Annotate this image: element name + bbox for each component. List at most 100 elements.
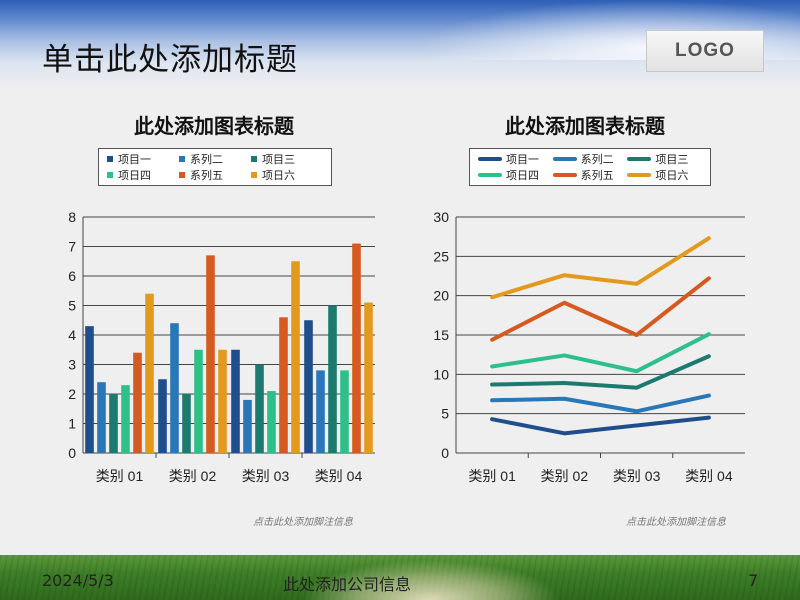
x-tick-label: 类别 02 (169, 468, 217, 484)
bar[interactable] (109, 394, 118, 453)
legend-swatch (552, 173, 577, 177)
y-tick-label: 30 (433, 209, 449, 225)
y-tick-label: 20 (433, 288, 449, 304)
legend-label: 系列五 (190, 169, 223, 182)
y-tick-label: 5 (441, 406, 449, 422)
y-tick-label: 5 (68, 298, 76, 314)
legend-label: 项目一 (118, 153, 151, 166)
bar[interactable] (243, 399, 252, 453)
legend-item: 项日四 (107, 167, 179, 183)
legend-swatch (627, 173, 652, 177)
legend-swatch (107, 172, 113, 178)
legend-swatch (478, 157, 502, 161)
path-decoration (300, 560, 560, 600)
bar[interactable] (316, 370, 325, 453)
bar[interactable] (291, 261, 300, 453)
legend-label: 项日四 (506, 169, 539, 182)
y-tick-label: 1 (68, 416, 76, 432)
series-line[interactable] (490, 332, 711, 374)
footer-company[interactable]: 此处添加公司信息 (283, 575, 412, 594)
legend-label: 项目三 (262, 153, 295, 166)
bar[interactable] (194, 349, 203, 453)
series-line[interactable] (490, 415, 711, 436)
line-chart-legend: 项目一 系列二 项目三项日四 系列五 项日六 (469, 148, 711, 186)
legend-swatch (179, 172, 185, 178)
legend-swatch (107, 156, 113, 162)
slide-title[interactable]: 单击此处添加标题 (42, 42, 298, 78)
bar[interactable] (206, 255, 215, 453)
logo[interactable]: LOGO (646, 30, 764, 72)
bar[interactable] (255, 364, 264, 454)
bar[interactable] (304, 320, 313, 453)
legend-label: 项目一 (506, 153, 539, 166)
bar[interactable] (121, 385, 130, 453)
footer-date: 2024/5/3 (42, 571, 114, 590)
y-tick-label: 6 (68, 268, 76, 284)
y-tick-label: 8 (68, 209, 76, 225)
x-tick-label: 类别 03 (613, 468, 661, 484)
bar[interactable] (85, 326, 94, 453)
y-tick-label: 4 (68, 327, 76, 343)
y-tick-label: 10 (433, 366, 449, 382)
x-tick-label: 类别 04 (685, 468, 733, 484)
legend-item: 项目三 (251, 151, 323, 167)
footer-page-number: 7 (748, 571, 759, 590)
legend-item: 项目一 (478, 151, 553, 167)
legend-item: 项目一 (107, 151, 179, 167)
y-tick-label: 0 (441, 445, 449, 461)
legend-item: 项日六 (627, 167, 702, 183)
bar[interactable] (133, 352, 142, 453)
bar[interactable] (231, 349, 240, 453)
bar[interactable] (145, 293, 154, 453)
legend-label: 系列五 (580, 169, 614, 182)
legend-label: 系列二 (580, 153, 614, 166)
legend-label: 项目三 (655, 153, 689, 166)
bar[interactable] (340, 370, 349, 453)
y-tick-label: 15 (433, 327, 449, 343)
x-tick-label: 类别 01 (468, 468, 516, 484)
x-tick-label: 类别 03 (242, 468, 290, 484)
series-line[interactable] (490, 236, 711, 300)
bar[interactable] (279, 317, 288, 453)
bar[interactable] (352, 243, 361, 453)
bar[interactable] (267, 391, 276, 453)
y-tick-label: 25 (433, 248, 449, 264)
legend-swatch (627, 157, 652, 161)
y-tick-label: 3 (68, 357, 76, 373)
legend-swatch (552, 157, 577, 161)
bar[interactable] (364, 302, 373, 453)
bar[interactable] (170, 323, 179, 453)
legend-item: 项日六 (251, 167, 323, 183)
legend-item: 项目三 (627, 151, 702, 167)
bar-chart-title[interactable]: 此处添加图表标题 (134, 114, 294, 138)
legend-item: 项日四 (478, 167, 553, 183)
bar[interactable] (218, 349, 227, 453)
y-tick-label: 7 (68, 239, 76, 255)
legend-swatch (251, 172, 257, 178)
bar[interactable] (182, 394, 191, 453)
legend-item: 系列五 (552, 167, 628, 183)
series-line[interactable] (490, 393, 711, 414)
y-tick-label: 0 (68, 445, 76, 461)
legend-label: 项日六 (655, 169, 689, 182)
bar[interactable] (97, 382, 106, 453)
legend-label: 系列二 (190, 153, 223, 166)
line-chart-title[interactable]: 此处添加图表标题 (505, 114, 665, 138)
legend-label: 项日四 (118, 169, 151, 182)
bar[interactable] (158, 379, 167, 453)
line-chart-footnote[interactable]: 点击此处添加脚注信息 (626, 517, 726, 528)
y-tick-label: 2 (68, 386, 76, 402)
legend-item: 系列五 (179, 167, 251, 183)
series-line[interactable] (490, 276, 711, 342)
x-tick-label: 类别 02 (541, 468, 589, 484)
legend-label: 项日六 (262, 169, 295, 182)
x-tick-label: 类别 01 (96, 468, 144, 484)
legend-item: 系列二 (552, 151, 628, 167)
bar[interactable] (328, 305, 337, 454)
bar-chart-footnote[interactable]: 点击此处添加脚注信息 (253, 517, 353, 528)
legend-swatch (179, 156, 185, 162)
legend-swatch (478, 173, 502, 177)
series-line[interactable] (490, 354, 711, 390)
